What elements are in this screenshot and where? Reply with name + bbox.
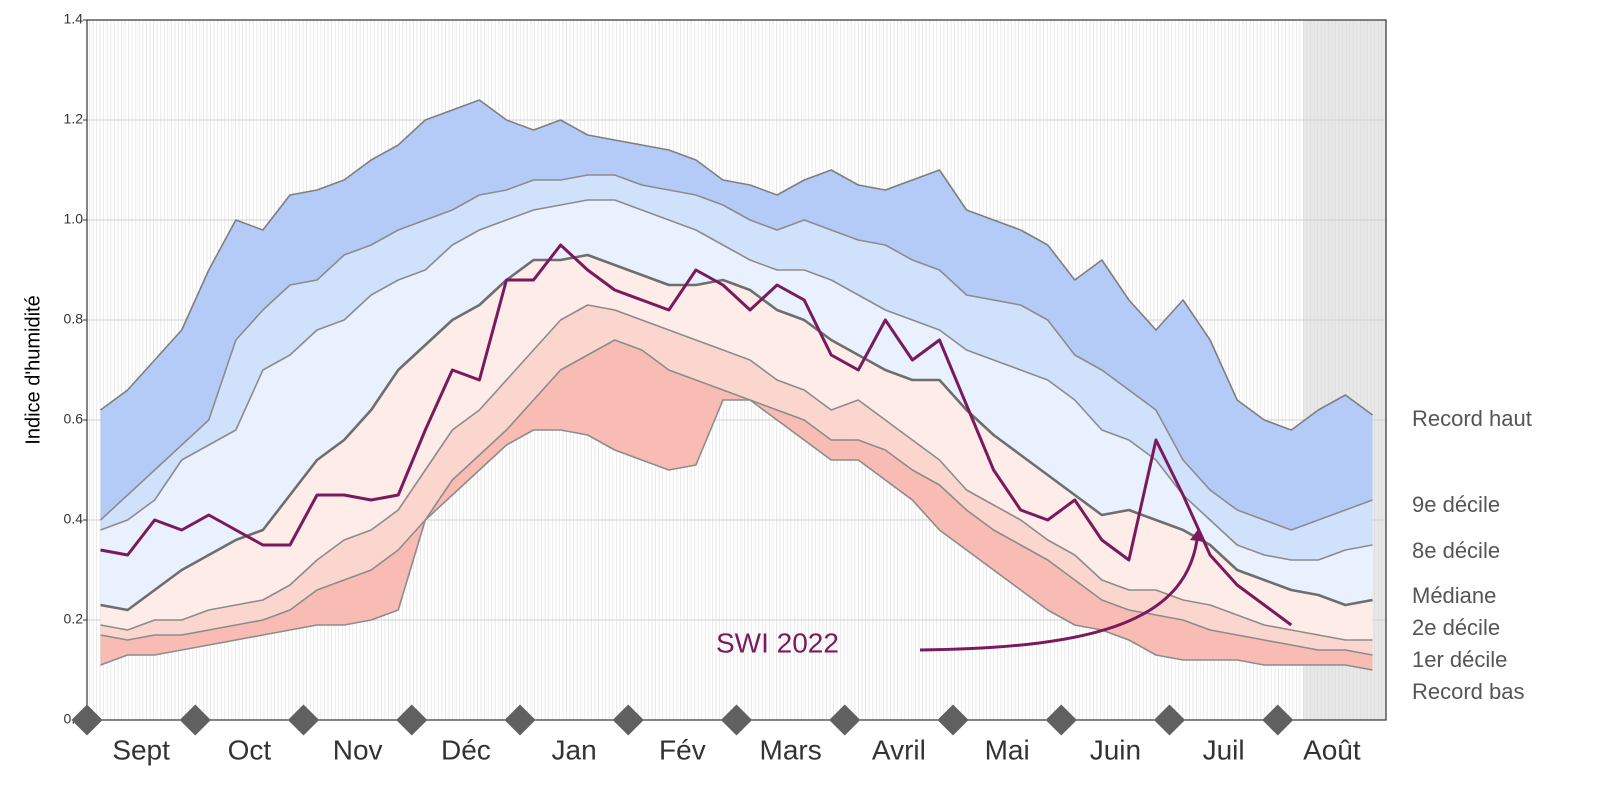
y-tick-label: 0.4 (64, 511, 84, 527)
y-axis-label: Indice d'humidité (22, 295, 44, 444)
band-line (100, 253, 1373, 612)
legend-label: 2e décile (1412, 615, 1500, 640)
band (100, 305, 1373, 655)
x-tick-label: Sept (112, 734, 170, 765)
band-line (100, 199, 1373, 561)
x-tick-label: Juil (1203, 734, 1245, 765)
x-tick-label: Déc (441, 734, 491, 765)
annotation: SWI 2022 (716, 627, 839, 658)
legend-label: 9e décile (1412, 492, 1500, 517)
legend-label: 1er décile (1412, 647, 1507, 672)
band (100, 200, 1373, 610)
x-tick-label: Juin (1090, 734, 1141, 765)
legend-label: 8e décile (1412, 538, 1500, 563)
y-tick-label: 0.2 (64, 611, 84, 627)
x-tick-label: Avril (872, 734, 926, 765)
band-line (100, 339, 1373, 656)
arrow-head (1190, 528, 1206, 542)
legend-label: Médiane (1412, 583, 1496, 608)
month-marker (396, 704, 428, 736)
band (100, 100, 1373, 530)
band-line (99, 174, 1373, 531)
y-tick-label: 1.0 (64, 211, 84, 227)
y-tick-label: 0.8 (64, 311, 84, 327)
x-tick-label: Mai (985, 734, 1030, 765)
y-tick-label: 1.2 (64, 111, 84, 127)
month-marker (287, 704, 320, 736)
y-tick-label: 1.4 (64, 11, 84, 27)
x-tick-label: Août (1303, 734, 1361, 765)
band-line (100, 99, 1373, 431)
band (100, 340, 1373, 670)
x-tick-label: Jan (552, 734, 597, 765)
x-tick-label: Mars (760, 734, 822, 765)
annotation-arrow (919, 531, 1200, 652)
x-tick-label: Oct (228, 734, 272, 765)
x-tick-label: Fév (659, 734, 706, 765)
swi-line (100, 243, 1293, 627)
x-tick-label: Nov (333, 734, 383, 765)
band-line (100, 399, 1373, 671)
legend-label: Record haut (1412, 406, 1532, 431)
y-tick-label: 0.6 (64, 411, 84, 427)
band-line (100, 304, 1373, 641)
legend-label: Record bas (1412, 679, 1525, 704)
band (100, 175, 1373, 560)
